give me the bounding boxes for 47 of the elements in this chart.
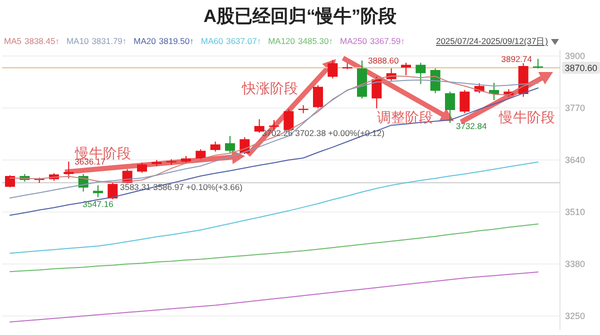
text: 3831.79↑	[92, 36, 127, 46]
candlestick	[372, 76, 382, 109]
line-series	[10, 224, 538, 272]
candlestick	[445, 91, 455, 124]
candlestick	[313, 84, 323, 109]
annotation: 3547.16	[82, 199, 114, 210]
text: 3819.50↑	[158, 36, 194, 46]
text: 3838.45↑	[24, 36, 60, 46]
annotation: 慢牛阶段	[498, 109, 555, 125]
line-series	[10, 272, 538, 322]
text: MA120	[268, 36, 296, 46]
annotation: 快涨阶段	[241, 80, 298, 96]
annotation: 调整阶段	[377, 109, 433, 125]
annotation: 3892.74	[501, 54, 532, 64]
text: MA60	[200, 36, 224, 46]
candlestick	[210, 141, 220, 152]
text: MA20	[134, 36, 156, 46]
annotation: 3732.84	[456, 120, 487, 131]
text: MA5	[4, 36, 22, 46]
ref-line-label: 3870.60	[564, 62, 598, 73]
candlestick	[269, 120, 279, 130]
candlestick	[137, 162, 147, 174]
candlestick	[489, 82, 499, 100]
y-tick-label: 3640	[565, 155, 586, 165]
text: MA250	[340, 36, 368, 46]
candlestick	[108, 182, 118, 200]
candlestick	[64, 161, 74, 179]
candlestick	[328, 60, 338, 79]
text: 3485.30↑	[298, 36, 333, 46]
text: 2025/07/24-2025/09/12(37日)	[436, 36, 548, 46]
candlestick	[225, 136, 235, 154]
candlestick	[460, 90, 470, 114]
candlestick	[196, 148, 206, 160]
chart-title: A股已经回归“慢牛”阶段	[204, 6, 398, 26]
candlestick	[430, 68, 440, 94]
candlestick	[416, 62, 426, 84]
y-tick-label: 3510	[565, 207, 586, 217]
text: 3637.07↑	[226, 36, 262, 46]
y-tick-label: 3250	[565, 311, 586, 321]
y-tick-label: 3770	[565, 103, 586, 113]
text: 3367.59↑	[370, 36, 405, 46]
annotation: 3888.60	[368, 56, 399, 66]
y-tick-label: 3900	[565, 51, 586, 61]
candlestick	[533, 58, 543, 69]
y-tick-label: 3380	[565, 259, 586, 269]
text: MA10	[66, 36, 89, 46]
annotation: 3583.31 3586.97 +0.10%(+3.66)	[120, 182, 243, 192]
